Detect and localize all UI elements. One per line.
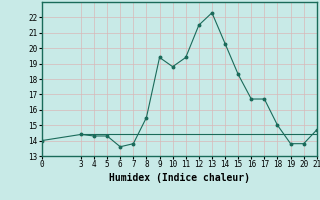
- X-axis label: Humidex (Indice chaleur): Humidex (Indice chaleur): [109, 173, 250, 183]
